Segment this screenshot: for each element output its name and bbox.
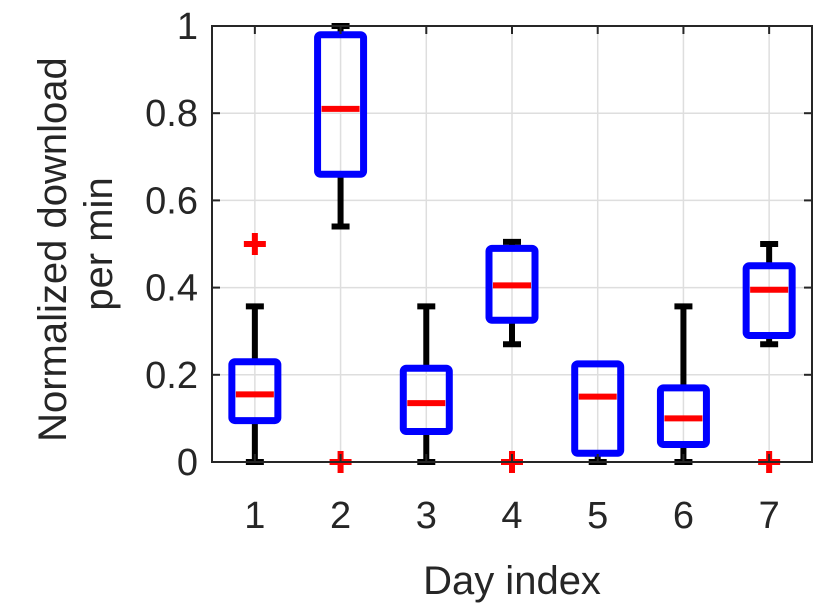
tick-labels: 0 0.2 0.4 0.6 0.8 1 1 2 3 4 5 6 7 bbox=[145, 6, 780, 537]
box-iqr bbox=[228, 358, 282, 425]
y-tick-label: 0.4 bbox=[145, 268, 198, 310]
y-axis-title-line-1: Normalized download bbox=[31, 57, 75, 442]
x-tick-label: 2 bbox=[330, 495, 351, 537]
x-tick-label: 3 bbox=[416, 495, 437, 537]
x-tick-label: 5 bbox=[587, 495, 608, 537]
y-axis-title-line-2: per min bbox=[77, 177, 121, 310]
x-tick-label: 1 bbox=[244, 495, 265, 537]
box-day-4 bbox=[485, 238, 539, 473]
x-axis-title: Day index bbox=[423, 559, 601, 603]
x-tick-label: 4 bbox=[501, 495, 522, 537]
x-tick-label: 6 bbox=[673, 495, 694, 537]
y-tick-label: 1 bbox=[177, 6, 198, 48]
ticks bbox=[212, 25, 812, 463]
box-iqr bbox=[399, 364, 453, 435]
box-iqr bbox=[314, 31, 368, 178]
box-iqr bbox=[656, 384, 710, 449]
y-tick-label: 0.2 bbox=[145, 355, 198, 397]
box-iqr bbox=[485, 244, 539, 324]
y-tick-label: 0.8 bbox=[145, 93, 198, 135]
y-tick-label: 0.6 bbox=[145, 180, 198, 222]
boxes bbox=[228, 23, 796, 473]
box-iqr bbox=[571, 360, 625, 457]
x-tick-label: 7 bbox=[759, 495, 780, 537]
box-iqr bbox=[742, 262, 796, 340]
y-tick-label: 0 bbox=[177, 442, 198, 484]
y-axis-title: Normalized download per min bbox=[31, 46, 121, 442]
